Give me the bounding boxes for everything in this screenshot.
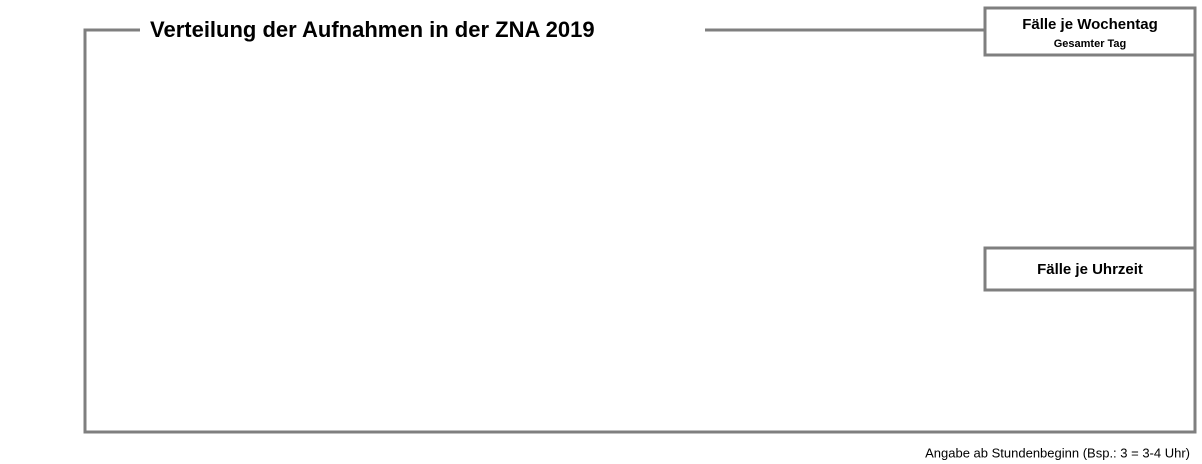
footnote: Angabe ab Stundenbeginn (Bsp.: 3 = 3-4 U… [925,445,1190,460]
frame-line [83,28,1197,434]
panel-title: Fälle je Uhrzeit [1037,261,1143,278]
panel-box [983,6,1197,57]
chart-title: Verteilung der Aufnahmen in der ZNA 2019 [150,17,595,42]
panel-title: Fälle je Wochentag [1022,16,1158,33]
frame [83,6,1197,434]
panel-subtitle: Gesamter Tag [1054,38,1127,50]
panel-box [983,246,1197,292]
